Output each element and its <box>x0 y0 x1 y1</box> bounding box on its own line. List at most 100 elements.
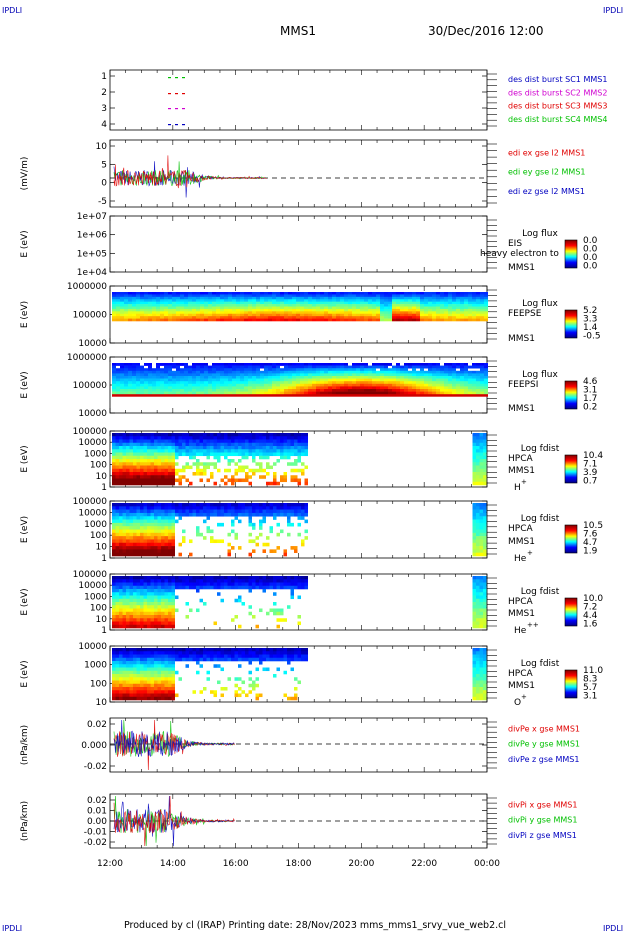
spectrogram-cell <box>360 368 364 372</box>
spectrogram-cell <box>472 585 476 590</box>
spectrogram-cell <box>124 311 128 315</box>
spectrogram-cell <box>224 292 228 295</box>
spectrogram-cell <box>119 696 123 701</box>
spectrogram-cell <box>168 532 172 537</box>
spectrogram-cell <box>364 316 368 319</box>
spectrogram-cell <box>180 363 184 366</box>
spectrogram-cell <box>479 680 483 685</box>
spectrogram-cell <box>116 304 120 307</box>
spectrogram-cell <box>252 294 256 298</box>
spectrogram-cell <box>156 373 160 377</box>
spectrogram-cell <box>171 667 175 672</box>
spectrogram-cell <box>176 378 180 382</box>
spectrogram-cell <box>240 383 244 387</box>
spectrogram-cell <box>154 481 158 486</box>
spectrogram-cell <box>126 624 130 629</box>
spectrogram-cell <box>126 602 130 606</box>
time-tick-label: 14:00 <box>160 859 186 869</box>
spectrogram-cell <box>157 512 161 517</box>
spectrogram-cell <box>220 376 224 379</box>
spectrogram-cell <box>147 542 151 547</box>
spectrogram-cell <box>290 442 294 447</box>
spectrogram-cell <box>479 611 483 616</box>
spectrogram-cell <box>480 313 484 317</box>
spectrogram-cell <box>232 386 236 390</box>
spectrogram-cell <box>400 304 404 307</box>
spectrogram-cell <box>232 373 236 377</box>
spectrogram-cell <box>380 292 384 295</box>
spectrogram-cell <box>192 436 196 440</box>
spectrogram-cell <box>161 539 165 544</box>
spectrogram-cell <box>213 512 217 517</box>
spectrogram-cell <box>199 512 203 517</box>
spectrogram-cell <box>479 651 483 655</box>
spectrogram-cell <box>384 292 388 295</box>
spectrogram-cell <box>464 308 468 312</box>
spectrogram-cell <box>388 363 392 366</box>
spectrogram-cell <box>240 363 244 366</box>
spectrogram-cell <box>136 512 140 517</box>
spectrogram-cell <box>185 576 189 580</box>
y-tick-label: 10000 <box>78 642 107 652</box>
spectrogram-cell <box>171 651 175 655</box>
spectrogram-cell <box>150 624 154 629</box>
spectrogram-cell <box>129 687 133 691</box>
spectrogram-cell <box>126 576 130 580</box>
spectrogram-cell <box>220 522 224 527</box>
spectrogram-cell <box>356 304 360 307</box>
spectrogram-cell <box>133 542 137 547</box>
spectrogram-cell <box>143 618 147 622</box>
spectrogram-cell <box>266 651 270 655</box>
spectrogram-cell <box>476 304 480 307</box>
spectrogram-cell <box>147 503 151 507</box>
spectrogram-cell <box>479 589 483 593</box>
spectrogram-cell <box>260 316 264 319</box>
spectrogram-cell <box>444 301 448 305</box>
spectrogram-cell <box>224 373 228 377</box>
spectrogram-cell <box>168 680 172 685</box>
spectrogram-cell <box>483 657 487 662</box>
spectrogram-cell <box>259 509 263 514</box>
spectrogram-cell <box>119 449 123 453</box>
spectrogram-cell <box>120 373 124 377</box>
spectrogram-cell <box>380 376 384 379</box>
spectrogram-cell <box>272 292 276 295</box>
spectrogram-cell <box>122 546 126 550</box>
spectrogram-cell <box>180 296 184 300</box>
spectrogram-cell <box>184 391 188 395</box>
spectrogram-cell <box>147 506 151 510</box>
colorbar-tick: 3.3 <box>583 315 597 325</box>
spectrogram-cell <box>122 552 126 557</box>
spectrogram-cell <box>112 294 116 298</box>
spectrogram-cell <box>133 475 137 479</box>
spectrogram-cell <box>168 306 172 310</box>
spectrogram-cell <box>372 376 376 379</box>
spectrogram-cell <box>400 316 404 319</box>
spectrogram-cell <box>140 462 144 466</box>
spectrogram-cell <box>476 615 480 619</box>
spectrogram-cell <box>136 509 140 514</box>
spectrogram-cell <box>304 306 308 310</box>
spectrogram-cell <box>236 381 240 385</box>
spectrogram-cell <box>448 299 452 302</box>
spectrogram-cell <box>231 509 235 514</box>
spectrogram-cell <box>224 308 228 312</box>
spectrogram-cell <box>172 391 176 395</box>
spectrogram-cell <box>476 475 480 479</box>
spectrogram-cell <box>312 376 316 379</box>
spectrogram-cell <box>348 378 352 382</box>
spectrogram-cell <box>168 442 172 447</box>
spectrogram-cell <box>217 436 221 440</box>
spectrogram-cell <box>220 506 224 510</box>
spectrogram-cell <box>133 677 137 681</box>
spectrogram-cell <box>220 503 224 507</box>
spectrogram-cell <box>248 394 252 397</box>
spectrogram-cell <box>188 301 192 305</box>
spectrogram-cell <box>136 478 140 483</box>
spectrogram-cell <box>168 667 172 672</box>
spectrogram-cell <box>287 579 291 583</box>
spectrogram-cell <box>264 373 268 377</box>
spectrogram-cell <box>160 373 164 377</box>
spectrogram-cell <box>148 376 152 379</box>
spectrogram-cell <box>404 368 408 372</box>
